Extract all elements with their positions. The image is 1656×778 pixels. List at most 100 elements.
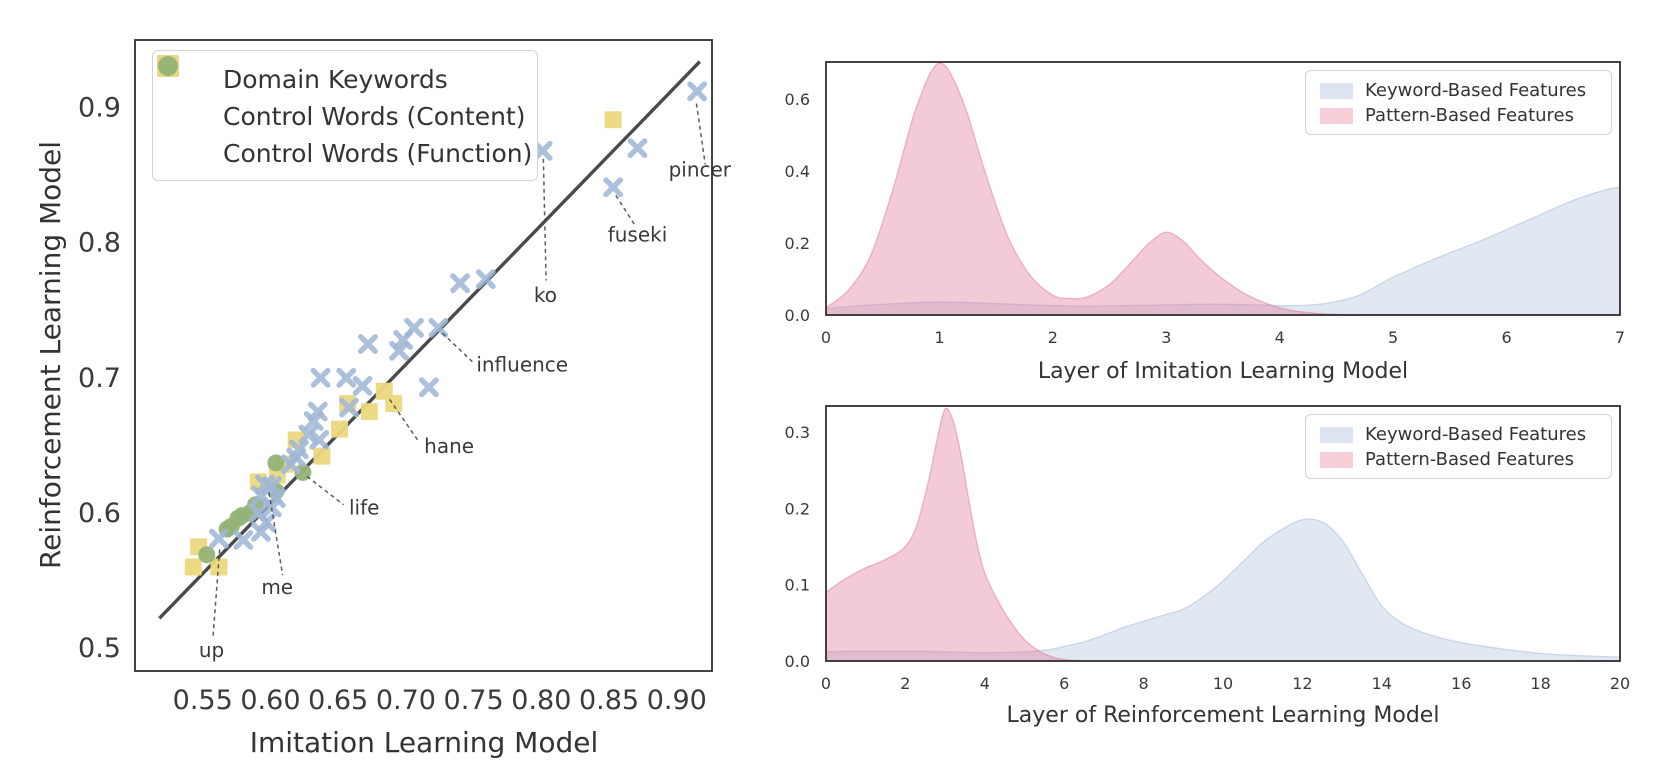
legend-item-pattern-features: Pattern-Based Features [1306, 447, 1611, 472]
x-tick-label: 4 [980, 674, 990, 693]
kde-reinforcement-legend: Keyword-Based Features Pattern-Based Fea… [1305, 414, 1612, 479]
kde-imitation-legend: Keyword-Based Features Pattern-Based Fea… [1305, 70, 1612, 135]
scatter-point-keyword-x [233, 530, 254, 550]
y-tick-label: 0.9 [78, 93, 121, 124]
x-tick-label: 18 [1530, 674, 1550, 693]
annotation-label: fuseki [608, 222, 668, 246]
y-tick-label: 0.0 [785, 306, 810, 325]
y-tick-label: 0.7 [78, 363, 121, 394]
annotation-label: me [261, 575, 293, 599]
pattern-color-patch-icon [1320, 451, 1353, 468]
scatter-point-content-square [360, 403, 378, 421]
scatter-point-keyword-x [209, 528, 229, 549]
scatter-point-keyword-x [280, 454, 301, 475]
y-tick-label: 0.3 [785, 423, 810, 442]
scatter-point-keyword-x [352, 376, 373, 396]
annotation-label: up [199, 638, 224, 662]
scatter-yaxis-title: Reinforcement Learning Model [34, 141, 67, 569]
scatter-point-content-square [313, 447, 331, 465]
annotation-leader-line [389, 398, 421, 444]
identity-line [158, 60, 702, 620]
x-tick-label: 4 [1275, 328, 1285, 347]
x-tick-label: 0.80 [511, 685, 571, 716]
x-tick-label: 0.90 [647, 685, 707, 716]
legend-item-keyword-features: Keyword-Based Features [1306, 422, 1611, 447]
annotation-leader-line [615, 194, 636, 226]
x-tick-label: 0 [821, 328, 831, 347]
scatter-point-keyword-x [389, 340, 410, 361]
scatter-legend: Domain Keywords Control Words (Content) … [152, 50, 538, 181]
x-tick-label: 2 [1048, 328, 1058, 347]
keyword-color-patch-icon [1320, 426, 1353, 443]
x-tick-label: 14 [1372, 674, 1392, 693]
annotation-leader-line [695, 103, 706, 165]
legend-item-pattern-features: Pattern-Based Features [1306, 103, 1611, 128]
scatter-point-keyword-x [627, 138, 648, 158]
annotation-leader-line [306, 475, 345, 506]
x-tick-label: 0.60 [240, 685, 300, 716]
scatter-point-content-square [331, 420, 349, 438]
scatter-point-keyword-x [419, 377, 439, 398]
scatter-point-keyword-x [336, 367, 357, 388]
scatter-point-keyword-x [428, 317, 449, 338]
scatter-point-keyword-x [298, 424, 319, 445]
y-tick-label: 0.4 [785, 162, 810, 181]
kde-reinforcement-axes-frame [825, 405, 1621, 662]
kde-reinforcement-xaxis-title: Layer of Reinforcement Learning Model [1007, 703, 1440, 728]
x-tick-label: 5 [1388, 328, 1398, 347]
kde-area-pattern-features [826, 62, 1620, 315]
x-tick-label: 0.65 [308, 685, 368, 716]
x-tick-label: 8 [1139, 674, 1149, 693]
kde-imitation-layer: 0 1 2 3 4 5 6 7 0.0 0.2 0.4 0.6 [785, 62, 1625, 347]
scatter-point-keyword-x [256, 512, 277, 533]
keyword-color-patch-icon [1320, 82, 1353, 99]
annotation-leader-line [542, 158, 547, 281]
y-tick-label: 0.2 [785, 234, 810, 253]
legend-label-control-words-content: Control Words (Content) [223, 102, 526, 131]
kde-imitation-xaxis-title: Layer of Imitation Learning Model [1038, 359, 1408, 384]
y-tick-label: 0.1 [785, 576, 810, 595]
scatter-point-function-circle [198, 546, 216, 564]
legend-label-pattern-features: Pattern-Based Features [1365, 449, 1574, 470]
annotation-label: pincer [669, 157, 732, 181]
legend-label-keyword-features: Keyword-Based Features [1365, 424, 1587, 445]
scatter-plot-layer: 0.55 0.60 0.65 0.70 0.75 0.80 0.85 0.90 0.5 0.6 0.… [78, 60, 732, 716]
x-tick-label: 6 [1059, 674, 1069, 693]
y-tick-label: 0.5 [78, 633, 121, 664]
annotation-leader-line [268, 492, 284, 576]
x-tick-label: 6 [1501, 328, 1511, 347]
scatter-point-keyword-x [603, 177, 624, 198]
legend-label-keyword-features: Keyword-Based Features [1365, 80, 1587, 101]
scatter-point-keyword-x [475, 269, 496, 290]
scatter-point-content-square [385, 394, 403, 412]
legend-item-keyword-features: Keyword-Based Features [1306, 78, 1611, 103]
annotation-label: hane [424, 434, 474, 458]
scatter-point-function-circle [267, 454, 285, 472]
kde-area-pattern-features [826, 407, 1620, 661]
legend-label-domain-keywords: Domain Keywords [223, 65, 448, 94]
y-tick-label: 0.6 [785, 90, 810, 109]
annotation-label: ko [534, 283, 557, 307]
scatter-xaxis-title: Imitation Learning Model [250, 726, 599, 759]
legend-item-domain-keywords: Domain Keywords [153, 55, 537, 98]
kde-reinforcement-layer: 0 2 4 6 8 10 12 14 16 18 20 0.0 0.1 0.2 0.3 [785, 407, 1630, 693]
scatter-point-keyword-x [358, 334, 378, 354]
x-tick-label: 7 [1615, 328, 1625, 347]
scatter-axes-frame [134, 39, 713, 672]
scatter-point-keyword-x [251, 521, 271, 542]
scatter-point-content-square [184, 558, 202, 576]
x-tick-label: 12 [1292, 674, 1312, 693]
kde-curves-group [826, 407, 1620, 661]
scatter-point-keyword-x [310, 367, 331, 388]
y-tick-label: 0.0 [785, 652, 810, 671]
x-tick-label: 16 [1451, 674, 1471, 693]
annotation-label: life [349, 495, 379, 519]
scatter-point-keyword-x [687, 81, 708, 102]
legend-label-control-words-function: Control Words (Function) [223, 139, 533, 168]
scatter-point-keyword-x [307, 401, 328, 422]
scatter-point-keyword-x [339, 397, 359, 418]
x-tick-label: 2 [900, 674, 910, 693]
legend-item-control-words-function: Control Words (Function) [153, 56, 537, 172]
